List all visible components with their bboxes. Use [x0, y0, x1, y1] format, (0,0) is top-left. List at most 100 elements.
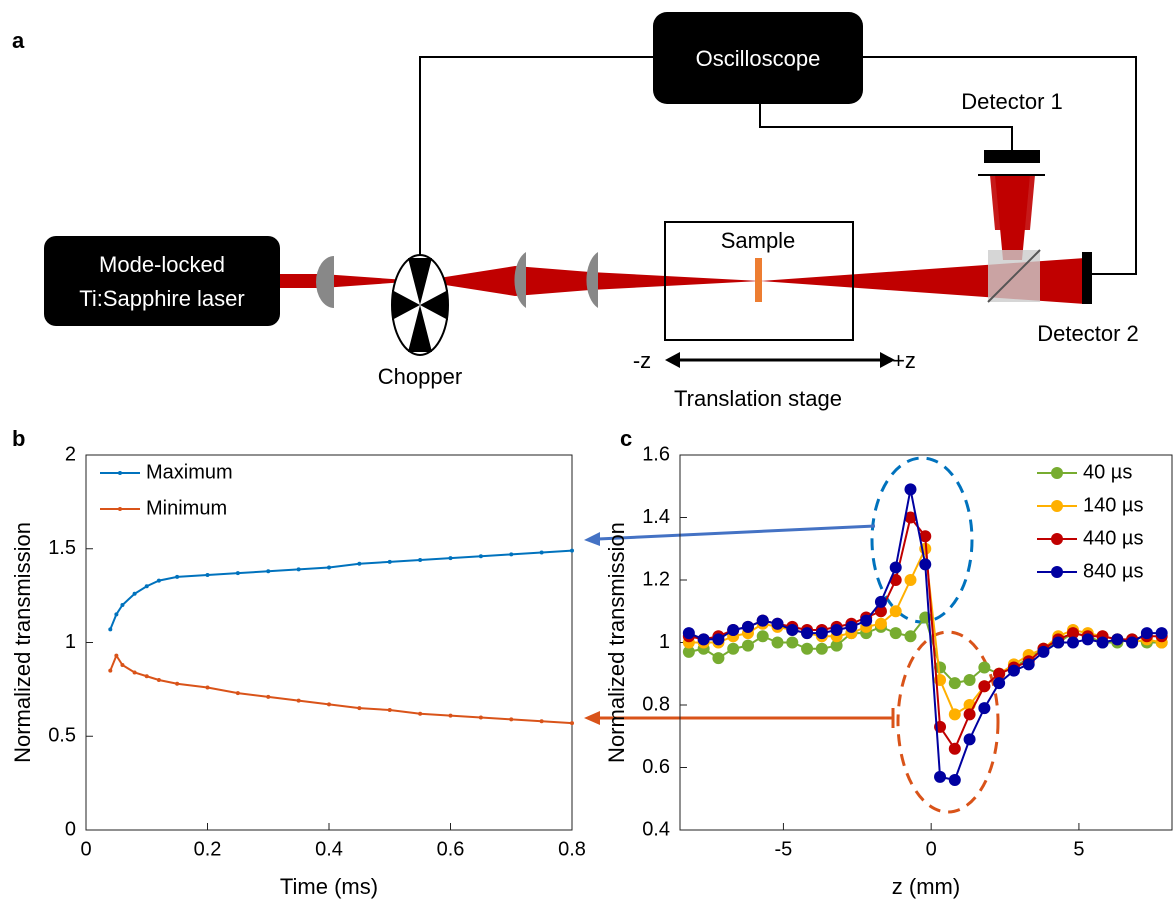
arrowhead [584, 532, 600, 546]
lens [316, 256, 334, 308]
y-tick-label: 0.4 [642, 818, 670, 840]
wire [759, 104, 1013, 152]
data-point [205, 573, 210, 577]
beam [280, 274, 322, 288]
y-tick-label: 0.5 [48, 725, 76, 747]
data-point [144, 674, 149, 679]
x-tick-label: 0.8 [558, 838, 586, 860]
data-point [874, 595, 887, 608]
legend-label: Maximum [146, 461, 233, 483]
y-tick-label: 0.8 [642, 693, 670, 715]
data-point [860, 614, 873, 627]
data-point [156, 578, 161, 583]
data-point [889, 627, 902, 640]
x-tick-label: 0.2 [194, 838, 222, 860]
data-point [175, 574, 180, 579]
data-point [1067, 636, 1080, 649]
beam [420, 266, 515, 296]
data-point [919, 530, 932, 543]
data-point [478, 554, 483, 559]
lens [586, 252, 598, 308]
x-tick-label: -5 [775, 838, 793, 860]
y-tick-label: 1.6 [642, 443, 670, 465]
data-point [948, 774, 961, 786]
data-point [539, 719, 544, 724]
data-point [889, 605, 902, 618]
data-point [132, 591, 137, 596]
data-point [697, 633, 710, 646]
legend-label: Minimum [146, 497, 227, 519]
y-tick-label: 1 [65, 631, 76, 653]
data-point [948, 708, 961, 721]
data-point [963, 733, 976, 746]
legend-marker [1051, 533, 1063, 545]
y-tick-label: 0 [65, 818, 76, 840]
data-point [327, 565, 331, 570]
data-point [904, 483, 917, 496]
y-axis-label: Normalized transmission [604, 522, 629, 763]
data-point [509, 717, 514, 722]
x-axis-label: Time (ms) [280, 874, 378, 899]
data-point [296, 698, 301, 703]
data-point [874, 605, 887, 618]
y-tick-label: 1.2 [642, 568, 670, 590]
data-point [175, 681, 180, 686]
panel-label: b [12, 426, 25, 451]
arrowhead [584, 711, 600, 725]
data-point [874, 617, 887, 630]
data-point [682, 627, 695, 640]
data-point [993, 667, 1006, 680]
laser-label: Mode-locked [99, 252, 225, 277]
data-point [741, 620, 754, 633]
detector [1082, 252, 1092, 304]
minus-z-label: -z [633, 348, 651, 373]
chopper-label: Chopper [378, 364, 462, 389]
data-point [815, 627, 828, 640]
data-point [1007, 664, 1020, 677]
data-point [771, 636, 784, 649]
series-line [109, 653, 573, 725]
panel-label: c [620, 426, 632, 451]
data-point [801, 642, 814, 655]
data-point [919, 558, 932, 571]
x-tick-label: 5 [1073, 838, 1084, 860]
data-point [712, 652, 725, 665]
laser-label: Ti:Sapphire laser [79, 286, 244, 311]
legend-label: 440 µs [1083, 527, 1143, 549]
data-point [387, 708, 392, 712]
data-point [570, 721, 574, 726]
data-point [682, 645, 695, 658]
legend-label: 40 µs [1083, 461, 1132, 483]
panel-label: a [12, 28, 25, 53]
data-point [934, 770, 947, 783]
data-point [478, 715, 483, 720]
data-point [934, 661, 947, 674]
y-tick-label: 1.4 [642, 506, 670, 528]
data-point [235, 691, 240, 696]
data-point [108, 627, 113, 632]
wire [863, 56, 1137, 275]
data-point [1022, 658, 1035, 671]
data-point [296, 567, 301, 572]
sample [755, 258, 762, 302]
y-tick-label: 1.5 [48, 537, 76, 559]
data-point [904, 574, 917, 586]
y-tick-label: 1 [659, 631, 670, 653]
data-point [786, 636, 799, 649]
chopper-blade [392, 258, 448, 352]
lens [514, 252, 526, 308]
data-point [978, 680, 991, 693]
data-point [830, 639, 843, 652]
data-point [993, 677, 1006, 690]
data-point [948, 677, 961, 690]
legend-marker [1051, 566, 1063, 578]
data-point [712, 633, 725, 646]
data-point [963, 708, 976, 721]
data-point [756, 630, 769, 643]
data-point [266, 694, 271, 699]
stage-box [664, 221, 854, 341]
data-point [1067, 627, 1080, 640]
data-point [114, 653, 119, 658]
highlight [896, 630, 1000, 814]
data-point [387, 559, 392, 564]
